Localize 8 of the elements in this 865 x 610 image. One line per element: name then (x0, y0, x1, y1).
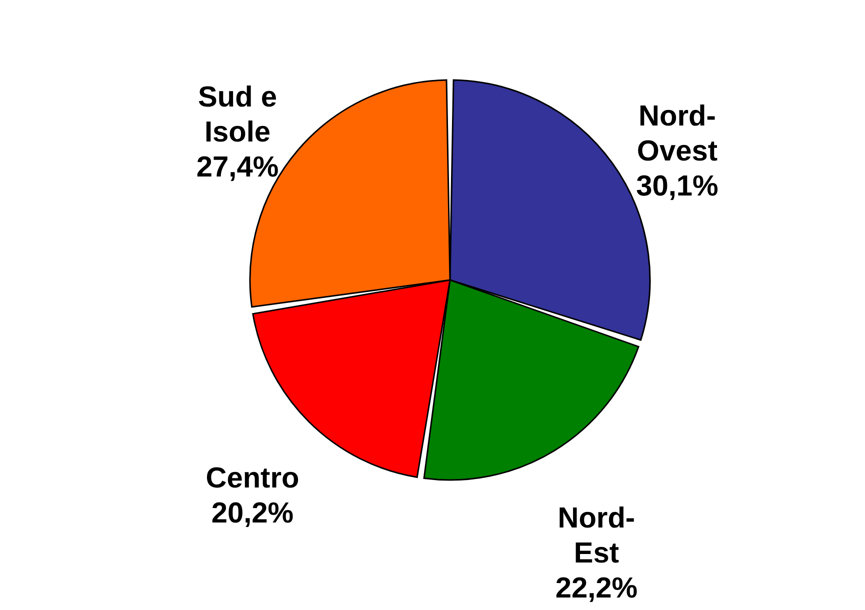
slice-label: Nord-Est (558, 502, 636, 570)
data-label: 30,1% (636, 170, 719, 202)
slice-label: Nord-Ovest (636, 100, 718, 168)
data-label: 22,2% (555, 572, 638, 605)
slice-label: Centro (206, 462, 300, 494)
data-label: 20,2% (211, 497, 294, 530)
data-label: 27,4% (196, 152, 279, 184)
slice-label: Sud e Isole (198, 82, 277, 149)
